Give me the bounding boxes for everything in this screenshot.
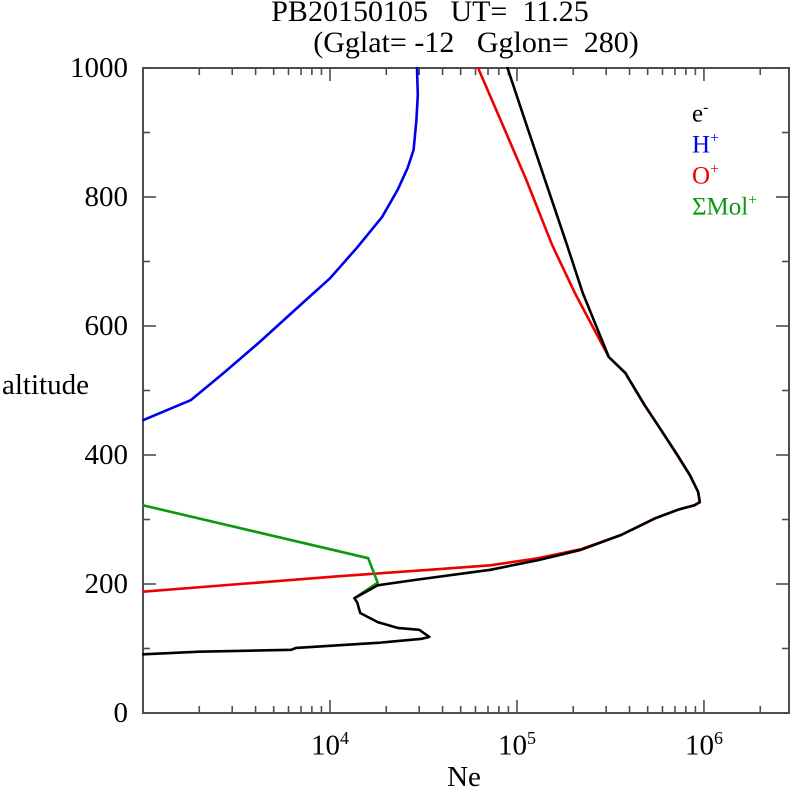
legend-sup: + xyxy=(710,130,719,147)
legend-item-molecular-ions: ΣMol+ xyxy=(692,187,757,221)
y-tick-label: 0 xyxy=(113,697,129,729)
electron-curve xyxy=(142,67,702,656)
legend-item-electron: e- xyxy=(692,94,757,128)
legend-label: ΣMol xyxy=(692,193,749,221)
legend-sup: + xyxy=(748,192,757,209)
y-tick-label: 800 xyxy=(84,181,129,213)
legend-label: e xyxy=(692,100,704,128)
x-tick-label: 106 xyxy=(684,728,723,762)
page-subtitle: (Gglat= -12 Gglon= 280) xyxy=(313,26,639,59)
oxygen-ion-curve xyxy=(142,67,702,594)
legend-item-oxygen-ion: O+ xyxy=(692,156,757,190)
x-tick-exponent: 4 xyxy=(339,728,349,748)
y-axis-label: altitude xyxy=(2,369,89,401)
legend-label: H xyxy=(692,131,711,159)
x-tick-label: 105 xyxy=(497,728,536,762)
x-axis-label: Ne xyxy=(447,761,481,793)
x-tick-exponent: 6 xyxy=(713,728,723,748)
y-tick-label: 600 xyxy=(84,310,129,342)
page-title: PB20150105 UT= 11.25 xyxy=(271,0,589,28)
legend: e- H+ O+ ΣMol+ xyxy=(692,94,757,221)
legend-label: O xyxy=(692,162,711,190)
x-tick-label: 104 xyxy=(310,728,349,762)
y-tick-label: 1000 xyxy=(70,52,128,84)
legend-sup: - xyxy=(703,99,709,116)
y-tick-label: 200 xyxy=(84,568,129,600)
legend-item-hydrogen-ion: H+ xyxy=(692,125,757,159)
molecular-ions-curve xyxy=(142,503,380,600)
x-tick-exponent: 5 xyxy=(526,728,536,748)
legend-sup: + xyxy=(710,161,719,178)
y-tick-label: 400 xyxy=(84,439,129,471)
hydrogen-ion-curve xyxy=(142,67,420,422)
